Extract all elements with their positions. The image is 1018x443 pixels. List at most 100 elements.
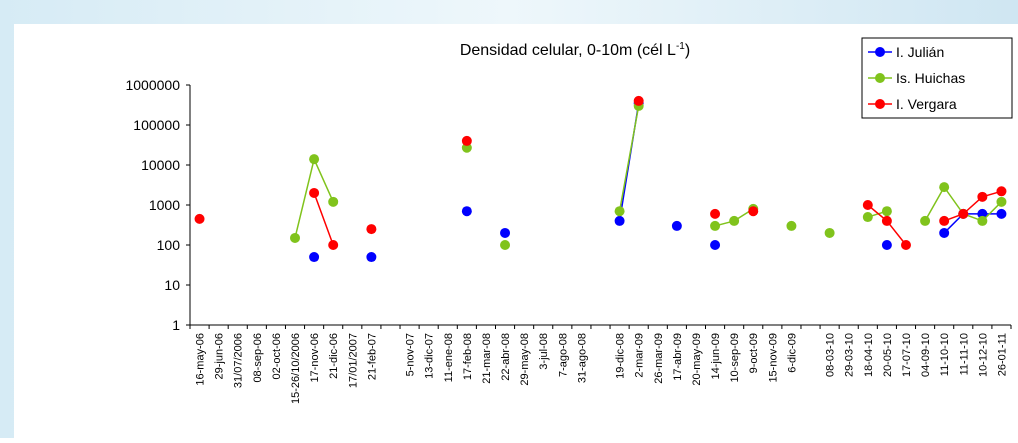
data-point [309, 187, 320, 198]
legend-marker [875, 99, 885, 109]
y-tick-label: 100000 [133, 117, 180, 133]
legend-marker [875, 73, 885, 83]
legend-marker [875, 47, 885, 57]
data-point [500, 240, 511, 250]
x-tick-label: 10-12-10 [977, 333, 989, 377]
x-tick-label: 19-dic-08 [615, 333, 627, 379]
x-tick-label: 17-07-10 [901, 333, 913, 377]
y-tick-label: 1000000 [125, 77, 180, 93]
x-tick-label: 14-jun-09 [710, 333, 722, 379]
data-point [881, 215, 892, 226]
data-point [710, 208, 721, 219]
x-tick-label: 31-ago-08 [576, 333, 588, 383]
data-point [786, 220, 797, 231]
data-point [309, 252, 320, 263]
title-superscript: -1 [676, 41, 685, 52]
x-tick-label: 11-10-10 [939, 333, 951, 376]
x-tick-label: 15-26/10/2006 [290, 333, 302, 404]
x-tick-label: 22-abr-08 [500, 333, 512, 381]
data-point [461, 135, 472, 146]
x-tick-label: 08-03-10 [825, 333, 837, 377]
y-tick-label: 1 [172, 317, 180, 333]
x-tick-label: 08-sep-06 [252, 333, 264, 383]
data-point [461, 206, 472, 217]
legend: I. Julián Is. Huichas I. Vergara [861, 37, 1013, 119]
data-point [328, 240, 339, 250]
data-point [500, 227, 511, 238]
x-tick-label: 20-05-10 [882, 333, 894, 377]
x-tick-label: 3-jul-08 [538, 333, 550, 370]
x-tick-label: 29-may-08 [519, 333, 531, 386]
data-point [824, 227, 835, 238]
data-point [729, 215, 740, 226]
data-point [194, 213, 205, 224]
legend-label: I. Vergara [896, 96, 957, 112]
x-tick-label: 17/01/2007 [347, 333, 359, 388]
x-tick-label: 17-nov-06 [309, 333, 321, 383]
data-point [977, 215, 988, 226]
legend-label: I. Julián [896, 44, 944, 60]
x-tick-label: 9-oct-09 [748, 333, 760, 373]
x-tick-label: 5-nov-07 [405, 333, 417, 376]
y-tick-label: 10000 [141, 157, 180, 173]
x-tick-label: 21-mar-08 [481, 333, 493, 384]
x-tick-label: 18-04-10 [863, 333, 875, 377]
x-tick-label: 26-mar-09 [653, 333, 665, 384]
y-tick-label: 100 [157, 237, 181, 253]
data-point [366, 224, 377, 235]
x-tick-label: 10-sep-09 [729, 333, 741, 383]
data-point [671, 220, 682, 231]
x-tick-label: 6-dic-09 [786, 333, 798, 373]
data-point [366, 252, 377, 263]
data-point [900, 240, 911, 250]
data-point [958, 208, 969, 219]
x-tick-label: 15-nov-09 [767, 333, 779, 383]
data-point [939, 215, 950, 226]
x-tick-label: 13-dic-07 [424, 333, 436, 379]
plot-area: 1 10 100 1000 10000 100000 1000000 16-may-06 29-… [125, 37, 1013, 404]
data-point [633, 95, 644, 106]
data-point [920, 215, 931, 226]
x-tick-label: 31/07/2006 [233, 333, 245, 388]
data-point [328, 196, 339, 207]
data-point [862, 200, 873, 210]
data-point [996, 186, 1007, 197]
data-point [977, 208, 988, 219]
x-tick-label: 29-jun-06 [214, 333, 226, 379]
y-tick-label: 10 [164, 277, 180, 293]
data-point [614, 215, 625, 226]
data-point [290, 232, 301, 243]
x-tick-label: 04-09-10 [920, 333, 932, 377]
x-tick-label: 26-01-11 [996, 333, 1008, 376]
x-tick-label: 17-abr-09 [672, 333, 684, 381]
data-point [710, 220, 721, 231]
x-tick-label: 21-dic-06 [328, 333, 340, 379]
x-tick-label: 20-may-09 [691, 333, 703, 386]
plot-panel [14, 24, 1018, 438]
chart-title: Densidad celular, 0-10m (cél L-1) [460, 41, 690, 59]
data-point [939, 182, 950, 193]
data-point [862, 212, 873, 223]
data-point [710, 240, 721, 250]
legend-label: Is. Huichas [896, 70, 965, 86]
data-point [939, 227, 950, 238]
y-tick-label: 1000 [149, 197, 180, 213]
x-tick-label: 11-11-10 [958, 333, 970, 375]
data-point [748, 206, 759, 217]
x-tick-label: 17-feb-08 [462, 333, 474, 380]
data-point [881, 240, 892, 250]
x-tick-label: 11-ene-08 [443, 333, 455, 382]
x-tick-label: 21-feb-07 [366, 333, 378, 380]
data-point [996, 196, 1007, 207]
data-point [881, 206, 892, 217]
data-point [977, 191, 988, 202]
x-tick-label: 16-may-06 [195, 333, 207, 386]
title-text: Densidad celular, 0-10m (cél L [460, 42, 676, 59]
x-tick-label: 29-03-10 [844, 333, 856, 377]
title-suffix: ) [685, 42, 690, 59]
data-point [309, 154, 320, 165]
x-tick-label: 7-ago-08 [557, 333, 569, 377]
x-tick-label: 2-mar-09 [634, 333, 646, 378]
x-tick-label: 02-oct-06 [271, 333, 283, 379]
data-point [996, 208, 1007, 219]
